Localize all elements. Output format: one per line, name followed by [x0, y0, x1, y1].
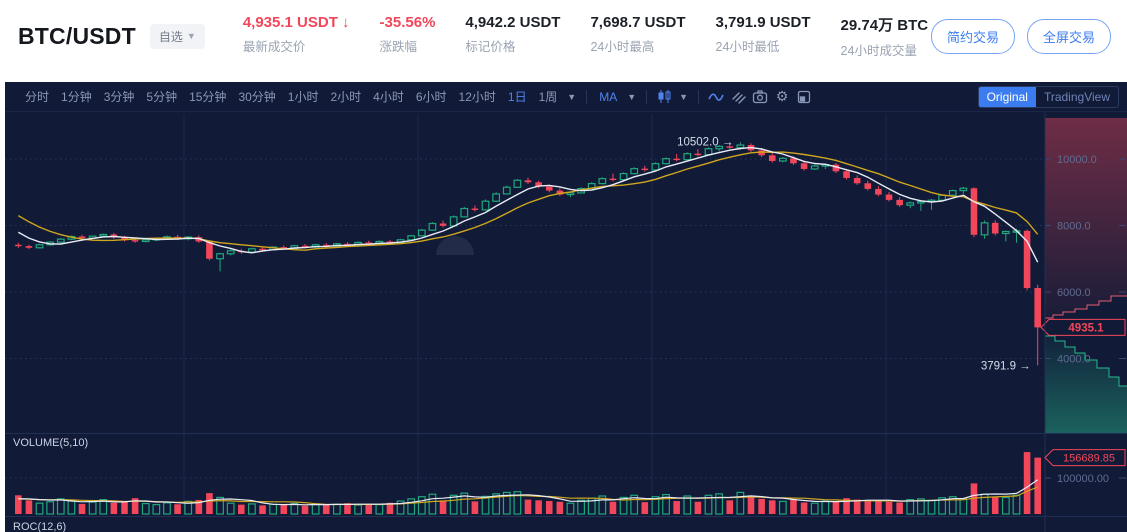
svg-text:6000.0: 6000.0 — [1057, 287, 1091, 299]
stat-value: -35.56% — [379, 13, 436, 31]
stat-value: 4,935.1 USDT ↓ — [242, 13, 350, 31]
stat-label: 涨跌幅 — [379, 39, 418, 54]
header-stat-3: 7,698.7 USDT 24小时最高 — [590, 14, 685, 59]
interval-15分钟[interactable]: 15分钟 — [189, 90, 227, 104]
chart-panel: 分时 1分钟 3分钟 5分钟 15分钟 30分钟 1小时 2小时 4小时 6小时 12小时 1日 1周 … — [5, 82, 1127, 532]
interval-5分钟[interactable]: 5分钟 — [146, 90, 178, 104]
latest-volume-tag — [1044, 449, 1126, 467]
candle-style-caret-icon[interactable]: ▼ — [679, 91, 689, 102]
stat-label: 24小时成交量 — [840, 43, 917, 58]
interval-1周[interactable]: 1周 — [538, 90, 558, 104]
ask-depth-area — [1045, 118, 1127, 318]
watermark — [436, 236, 474, 255]
header-actions: 简约交易 全屏交易 — [930, 18, 1111, 54]
resize-expand-icon[interactable] — [793, 88, 815, 106]
stat-value: 4,942.2 USDT — [465, 13, 561, 31]
watchlist-label: 自选 — [158, 29, 183, 44]
toolbar-divider — [698, 89, 700, 104]
chevron-down-icon: ▼ — [186, 31, 196, 41]
tab-original[interactable]: Original — [978, 86, 1036, 107]
toolbar-divider — [646, 89, 648, 104]
fullscreen-trade-button[interactable]: 全屏交易 — [1026, 18, 1111, 54]
pair-title: BTC/USDT — [18, 22, 136, 49]
header-stat-5: 29.74万 BTC 24小时成交量 — [841, 14, 929, 59]
ma-fast-line — [17, 146, 1039, 263]
svg-text:8000.0: 8000.0 — [1057, 221, 1091, 233]
interval-1日[interactable]: 1日 — [507, 90, 527, 104]
svg-text:10000.0: 10000.0 — [1057, 154, 1097, 166]
ticker-header: BTC/USDT 自选 ▼ 4,935.1 USDT ↓ 最新成交价 -35.56… — [0, 0, 1127, 78]
simple-trade-button[interactable]: 简约交易 — [930, 18, 1015, 54]
header-stat-1: -35.56% 涨跌幅 — [380, 14, 436, 59]
header-stat-4: 3,791.9 USDT 24小时最低 — [716, 14, 811, 59]
header-stat-0: 4,935.1 USDT ↓ 最新成交价 — [243, 14, 350, 59]
interval-4小时[interactable]: 4小时 — [373, 90, 404, 104]
chart-engine-tabs: Original TradingView — [977, 85, 1119, 108]
session-low-annotation: 3791.9 → — [981, 360, 1031, 372]
interval-selector: 分时 1分钟 3分钟 5分钟 15分钟 30分钟 1小时 2小时 4小时 6小时 12小时 1日 1周 — [19, 88, 563, 105]
watchlist-dropdown[interactable]: 自选 ▼ — [149, 23, 205, 49]
screenshot-camera-icon[interactable] — [749, 88, 771, 106]
session-high-annotation: 10502.0 → — [677, 136, 733, 148]
interval-1分钟[interactable]: 1分钟 — [61, 90, 92, 104]
ma-indicator-button[interactable]: MA — [599, 89, 618, 104]
chart-toolbar: 分时 1分钟 3分钟 5分钟 15分钟 30分钟 1小时 2小时 4小时 6小时 12小时 1日 1周 … — [5, 82, 1127, 112]
stat-label: 标记价格 — [465, 39, 516, 54]
ticker-stats: 4,935.1 USDT ↓ 最新成交价 -35.56% 涨跌幅 4,942.2 U… — [243, 14, 928, 59]
last-price-tag — [1040, 318, 1126, 336]
interval-6小时[interactable]: 6小时 — [415, 90, 447, 104]
svg-text:156689.85: 156689.85 — [1063, 453, 1115, 465]
roc-indicator-label: ROC(12,6) — [13, 521, 66, 532]
stat-value: 29.74万 BTC — [840, 16, 929, 34]
tab-tradingview[interactable]: TradingView — [1043, 89, 1110, 104]
line-chart-icon[interactable] — [705, 88, 727, 106]
interval-1小时[interactable]: 1小时 — [287, 90, 319, 104]
ma-slow-line — [17, 151, 1039, 251]
header-stat-2: 4,942.2 USDT 标记价格 — [465, 14, 560, 59]
candlestick-chart[interactable]: 10000.0 8000.0 6000.0 4000.0 10502.0 → 3791.9… — [5, 112, 1127, 532]
volume-indicator-label: VOLUME(5,10) — [13, 437, 88, 449]
svg-text:4935.1: 4935.1 — [1068, 322, 1104, 334]
stat-label: 24小时最高 — [590, 39, 655, 54]
ma-caret-icon[interactable]: ▼ — [627, 91, 637, 102]
more-intervals-caret-icon[interactable]: ▼ — [567, 91, 577, 102]
interval-2小时[interactable]: 2小时 — [330, 90, 362, 104]
interval-分时[interactable]: 分时 — [25, 90, 50, 104]
drawing-tools-icon[interactable] — [727, 88, 749, 106]
stat-label: 最新成交价 — [242, 39, 306, 54]
interval-30分钟[interactable]: 30分钟 — [238, 90, 276, 104]
toolbar-divider — [586, 89, 588, 104]
stat-value: 3,791.9 USDT — [715, 13, 811, 31]
settings-gear-icon[interactable]: ⚙ — [775, 88, 789, 104]
candle-style-icon[interactable] — [653, 88, 675, 106]
svg-text:4000.0: 4000.0 — [1057, 354, 1091, 366]
svg-text:100000.00: 100000.00 — [1057, 473, 1109, 485]
stat-value: 7,698.7 USDT — [590, 13, 686, 31]
bid-depth-area — [1045, 336, 1127, 433]
stat-label: 24小时最低 — [715, 39, 780, 54]
interval-12小时[interactable]: 12小时 — [458, 90, 496, 104]
interval-3分钟[interactable]: 3分钟 — [103, 90, 135, 104]
